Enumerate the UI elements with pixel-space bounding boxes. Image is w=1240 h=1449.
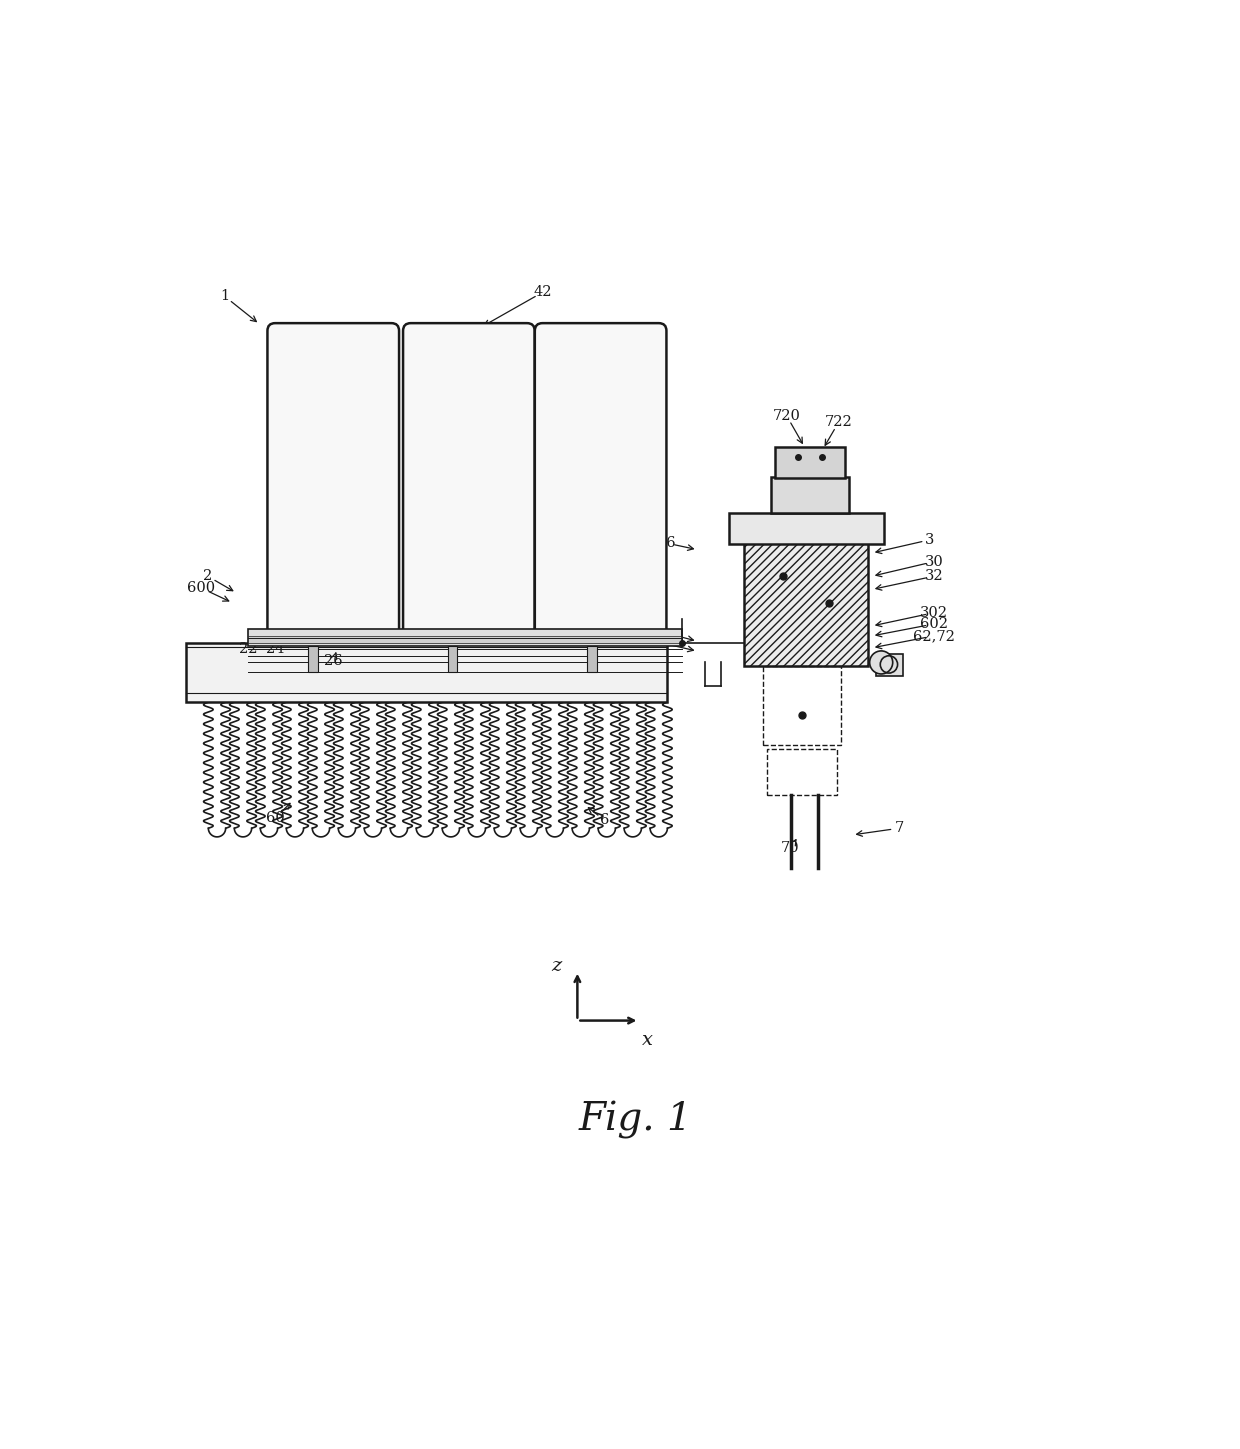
Bar [248,629,682,646]
Bar [248,636,682,643]
Text: 222: 222 [417,574,444,588]
FancyBboxPatch shape [268,323,399,640]
Text: Fig. 1: Fig. 1 [579,1101,692,1139]
Text: 302: 302 [920,606,947,620]
Text: z: z [552,958,562,975]
Text: 70: 70 [781,840,800,855]
Text: 600: 600 [187,581,216,596]
Text: 1: 1 [221,290,229,303]
Bar [448,646,458,672]
Bar [768,749,837,796]
Text: 722: 722 [825,416,852,429]
Text: 42: 42 [533,285,552,300]
Text: 24: 24 [265,642,284,656]
Text: 400: 400 [536,574,564,588]
Bar [186,642,667,703]
Bar [309,646,317,672]
Text: 60: 60 [265,811,284,826]
Text: x: x [641,1030,652,1049]
Text: 3: 3 [925,533,935,546]
Bar [775,446,844,478]
Text: 2: 2 [203,569,212,582]
Text: 40: 40 [467,574,486,588]
Text: 204: 204 [637,622,665,636]
Text: 602: 602 [920,617,947,630]
Bar [729,513,883,545]
Text: 46: 46 [657,536,676,551]
Text: 604: 604 [637,633,665,648]
Bar [771,477,848,513]
Bar [875,653,903,675]
Text: 4: 4 [286,327,295,341]
Bar [744,543,868,665]
Text: 202,402: 202,402 [306,575,367,590]
Text: 22: 22 [239,642,257,656]
Bar [764,665,841,745]
Text: 7: 7 [894,822,904,835]
Text: 30: 30 [925,555,944,568]
FancyBboxPatch shape [534,323,666,640]
FancyBboxPatch shape [403,323,534,640]
Circle shape [869,651,893,674]
Bar [588,646,596,672]
Text: 32: 32 [925,569,944,582]
Text: 26: 26 [324,653,342,668]
Text: 62,72: 62,72 [913,629,955,643]
Text: 720: 720 [773,409,801,423]
Text: 6: 6 [600,813,609,827]
